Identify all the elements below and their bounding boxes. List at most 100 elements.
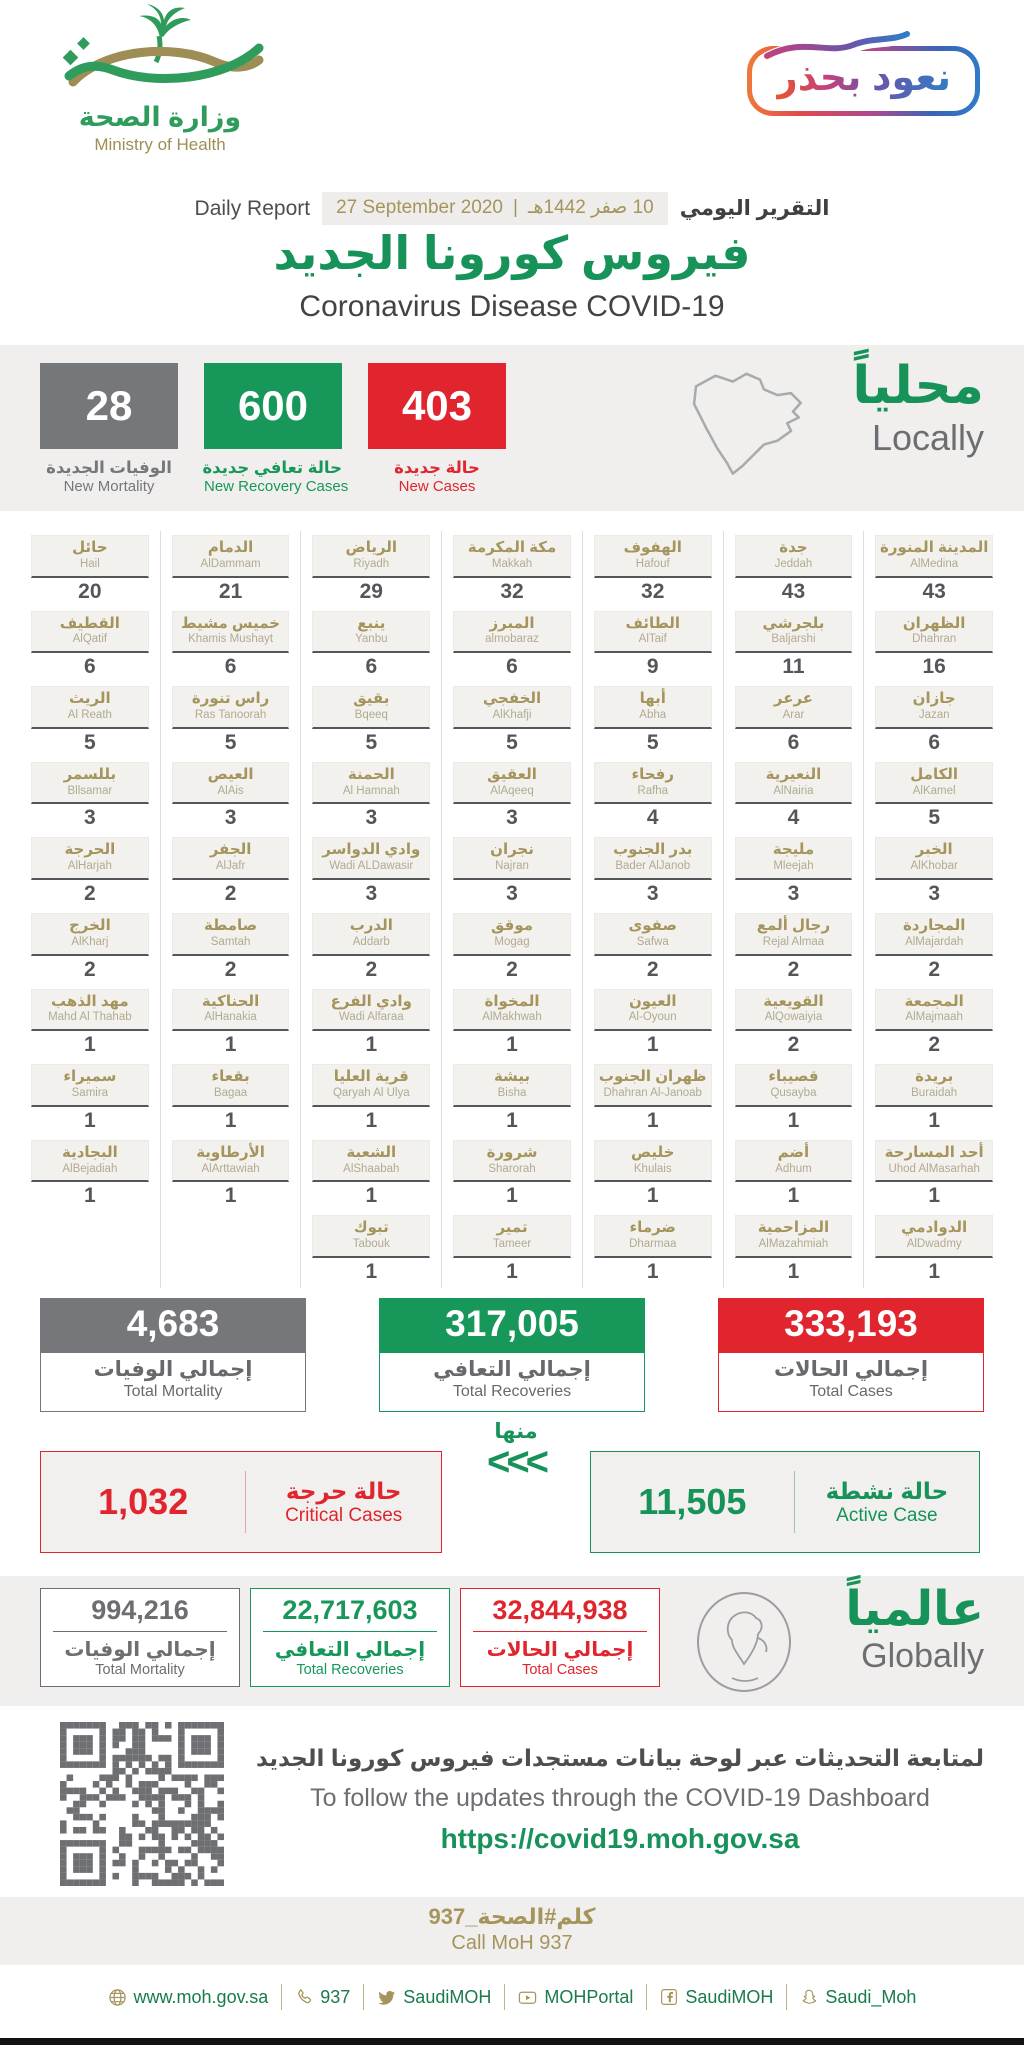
city-count: 6 (787, 730, 800, 754)
city-name-box: بقعاء Bagaa (171, 1064, 290, 1107)
page-title-en: Coronavirus Disease COVID-19 (299, 290, 725, 323)
city-name-ar: أضم (777, 1143, 810, 1161)
footer-link-www-moh-gov-sa[interactable]: www.moh.gov.sa (108, 1987, 268, 2008)
city-name-en: Khamis Mushayt (188, 633, 274, 646)
city-count: 6 (928, 730, 941, 754)
total-label-ar: إجمالي الحالات (773, 1358, 929, 1381)
active-cases-value: 11,505 (638, 1481, 747, 1522)
city-count: 3 (787, 881, 800, 905)
city-name-en: Rafha (637, 784, 669, 797)
city-name-en: AlNairia (773, 784, 814, 797)
global-label-ar: إجمالي التعافي (274, 1639, 426, 1661)
city-name-en: AlKamel (912, 784, 956, 797)
daily-report-label-ar: التقرير اليومي (679, 197, 830, 220)
stat-label-en: New Mortality (63, 478, 155, 495)
city-count: 11 (782, 655, 805, 679)
city-cell: ضرماء Dharmaa 1 (583, 1211, 723, 1287)
city-name-en: Dharmaa (629, 1238, 677, 1251)
city-name-ar: خميس مشيط (181, 614, 281, 632)
city-count: 1 (84, 1033, 96, 1057)
city-name-en: Addarb (352, 935, 390, 948)
stat-value-box: 403 (368, 363, 506, 449)
city-count: 1 (506, 1259, 518, 1283)
city-cell: الحناكية AlHanakia 1 (161, 985, 301, 1061)
city-name-ar: المبرز (489, 614, 535, 632)
city-name-en: Tameer (492, 1238, 532, 1251)
city-cell: بيشة Bisha 1 (442, 1060, 582, 1136)
city-name-en: Hafouf (635, 557, 670, 570)
city-cell: أضم Adhum 1 (724, 1136, 864, 1212)
city-name-ar: المدينة المنورة (879, 539, 989, 556)
city-cell: ينبع Yanbu 6 (301, 607, 441, 683)
city-name-ar: قصيباء (768, 1068, 819, 1086)
city-count: 2 (506, 957, 518, 981)
city-name-ar: راس تنورة (191, 690, 270, 708)
city-name-en: Tabouk (352, 1238, 390, 1251)
city-name-ar: الأرطاوية (196, 1143, 265, 1161)
city-count: 20 (78, 579, 102, 603)
city-name-box: الحناكية AlHanakia (171, 988, 290, 1032)
city-name-box: الدوادمي AlDwadmy (875, 1215, 994, 1258)
city-count: 1 (928, 1184, 941, 1208)
city-count: 6 (84, 655, 96, 679)
city-count: 1 (224, 1033, 237, 1057)
city-name-en: Buraidah (911, 1086, 958, 1099)
city-cell: المزاحمية AlMazahmiah 1 (724, 1211, 864, 1287)
city-name-box: العقيق AlAqeeq (453, 761, 571, 805)
stat-label-en: New Cases (398, 478, 476, 495)
city-name-ar: بريدة (915, 1068, 954, 1086)
city-count: 3 (646, 881, 659, 905)
city-name-box: جازان Jazan (875, 686, 994, 729)
city-name-en: Jazan (918, 708, 950, 721)
global-label-en: Total Cases (522, 1662, 598, 1678)
city-name-ar: الطائف (625, 614, 680, 632)
total-label-en: Total Recoveries (452, 1383, 572, 1400)
city-name-ar: المجاردة (902, 916, 966, 934)
city-count: 1 (84, 1108, 96, 1132)
global-label-en: Total Recoveries (296, 1662, 404, 1678)
divider (245, 1471, 247, 1533)
city-count: 9 (646, 655, 659, 679)
footer-link-937[interactable]: 937 (295, 1987, 350, 2008)
city-name-box: المدينة المنورة AlMedina (875, 535, 994, 578)
city-name-ar: موقق (490, 916, 534, 934)
city-count: 32 (641, 579, 665, 603)
city-cell: تمير Tameer 1 (442, 1211, 582, 1287)
city-name-box: أضم Adhum (734, 1139, 853, 1183)
city-cell: ظهران الجنوب Dhahran Al-Janoab 1 (583, 1060, 723, 1136)
dashboard-text-en: To follow the updates through the COVID-… (310, 1784, 930, 1812)
city-name-box: الطائف AlTaif (593, 610, 712, 654)
stat-label-ar: حالة جديدة (394, 459, 480, 477)
city-count: 4 (646, 806, 659, 830)
footer-link-saudi-moh[interactable]: Saudi_Moh (800, 1987, 916, 2008)
stat-value-box: 28 (40, 363, 178, 449)
date-separator: | (513, 196, 518, 218)
dashboard-url-link[interactable]: https://covid19.moh.gov.sa (440, 1823, 800, 1854)
city-name-ar: أبها (639, 690, 666, 708)
city-name-box: بلجرشي Baljarshi (734, 610, 853, 654)
footer-link-saudimoh[interactable]: SaudiMOH (377, 1987, 491, 2008)
city-column: حائل Hail 20 القطيف AlQatif 6 الريث Al Reath 5 بل… (20, 531, 160, 1288)
city-name-en: Qusayba (770, 1086, 817, 1099)
city-count: 2 (224, 881, 237, 905)
city-name-box: الحرجة AlHarjah (31, 837, 149, 880)
city-count: 1 (646, 1108, 659, 1132)
ministry-name-ar: وزارة الصحة (78, 102, 242, 132)
city-cell: نجران Najran 3 (442, 833, 582, 909)
footer-link-mohportal[interactable]: MOHPortal (518, 1987, 633, 2008)
locally-label-ar: محلياً (852, 357, 984, 415)
city-cell: العيون Al-Oyoun 1 (583, 985, 723, 1061)
city-name-en: Qaryah Al Ulya (332, 1086, 410, 1099)
critical-cases-label-ar: حالة حرجة (285, 1477, 402, 1504)
return-with-caution-badge: نعود بحذر (746, 31, 980, 116)
snapchat-icon (800, 1988, 818, 2006)
city-count: 2 (787, 957, 800, 981)
city-name-box: الدرب Addarb (312, 912, 431, 956)
city-cell: العقيق AlAqeeq 3 (442, 758, 582, 834)
city-cell: المبرز almobaraz 6 (442, 607, 582, 683)
active-cases-label-en: Active Case (836, 1504, 938, 1526)
city-name-ar: العيص (207, 765, 254, 783)
city-name-en: Riyadh (353, 557, 390, 570)
footer-link-saudimoh[interactable]: SaudiMOH (660, 1987, 773, 2008)
city-name-box: الدمام AlDammam (171, 535, 290, 578)
